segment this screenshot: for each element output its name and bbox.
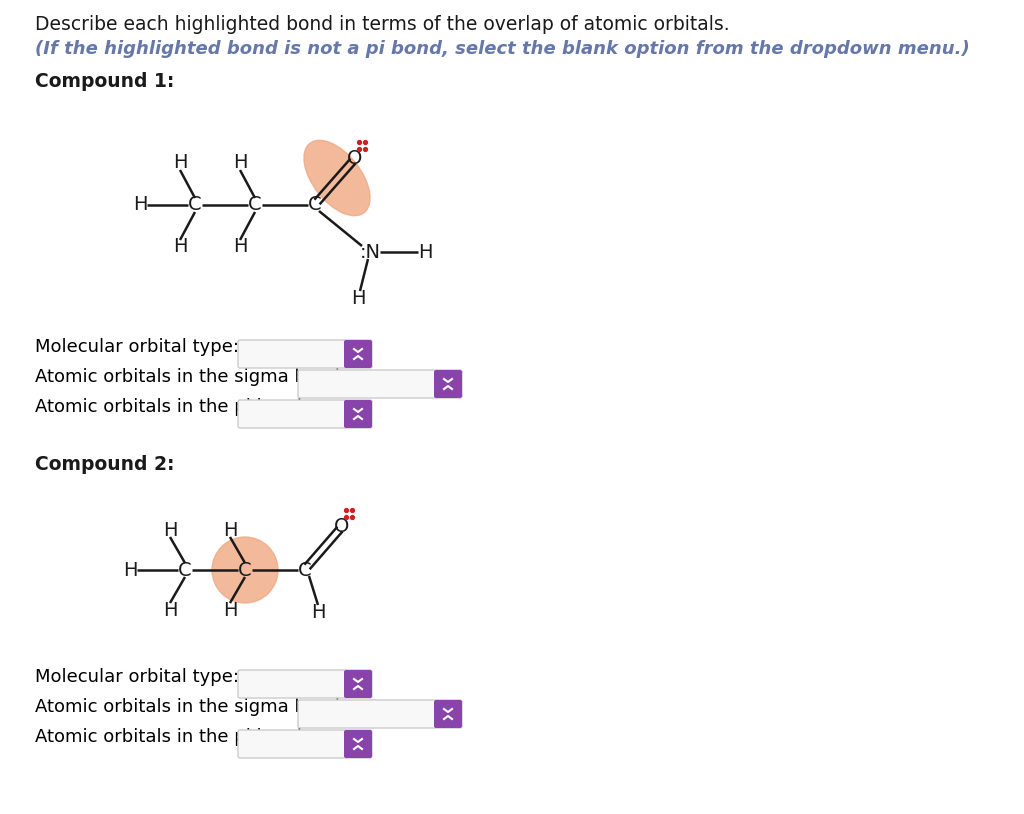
Text: H: H — [123, 561, 137, 580]
Text: Atomic orbitals in the pi bond:: Atomic orbitals in the pi bond: — [35, 398, 308, 416]
Text: Molecular orbital type:: Molecular orbital type: — [35, 668, 239, 686]
Text: C: C — [178, 561, 191, 580]
Text: H: H — [163, 601, 177, 619]
Text: Describe each highlighted bond in terms of the overlap of atomic orbitals.: Describe each highlighted bond in terms … — [35, 15, 730, 34]
Text: C: C — [248, 195, 262, 215]
Text: H: H — [223, 601, 238, 619]
Text: O: O — [347, 148, 362, 168]
FancyBboxPatch shape — [238, 340, 372, 368]
Text: O: O — [334, 517, 349, 536]
Text: H: H — [310, 602, 326, 622]
Text: H: H — [232, 154, 247, 173]
Text: C: C — [308, 195, 322, 215]
Text: Atomic orbitals in the pi bond:: Atomic orbitals in the pi bond: — [35, 728, 308, 746]
Text: H: H — [232, 238, 247, 256]
Circle shape — [212, 537, 278, 603]
Text: C: C — [239, 561, 252, 580]
Text: H: H — [173, 154, 187, 173]
FancyBboxPatch shape — [434, 370, 462, 398]
Text: Atomic orbitals in the sigma bond:: Atomic orbitals in the sigma bond: — [35, 368, 346, 386]
FancyBboxPatch shape — [344, 340, 372, 368]
FancyBboxPatch shape — [344, 670, 372, 698]
Text: (If the highlighted bond is not a pi bond, select the blank option from the drop: (If the highlighted bond is not a pi bon… — [35, 40, 970, 58]
Text: Molecular orbital type:: Molecular orbital type: — [35, 338, 239, 356]
FancyBboxPatch shape — [298, 370, 462, 398]
FancyBboxPatch shape — [344, 730, 372, 758]
Text: H: H — [133, 195, 147, 215]
Text: H: H — [351, 288, 366, 308]
FancyBboxPatch shape — [238, 400, 372, 428]
FancyBboxPatch shape — [298, 700, 462, 728]
Text: Atomic orbitals in the sigma bond:: Atomic orbitals in the sigma bond: — [35, 698, 346, 716]
FancyBboxPatch shape — [344, 400, 372, 428]
FancyBboxPatch shape — [238, 730, 372, 758]
FancyBboxPatch shape — [238, 670, 372, 698]
Text: H: H — [173, 238, 187, 256]
Text: H: H — [163, 520, 177, 540]
Text: C: C — [188, 195, 202, 215]
Text: H: H — [223, 520, 238, 540]
Text: H: H — [418, 243, 432, 261]
Text: Compound 2:: Compound 2: — [35, 455, 174, 474]
Ellipse shape — [304, 140, 370, 216]
Text: Compound 1:: Compound 1: — [35, 72, 174, 91]
Text: C: C — [298, 561, 312, 580]
Text: :N: :N — [359, 243, 381, 261]
FancyBboxPatch shape — [434, 700, 462, 728]
